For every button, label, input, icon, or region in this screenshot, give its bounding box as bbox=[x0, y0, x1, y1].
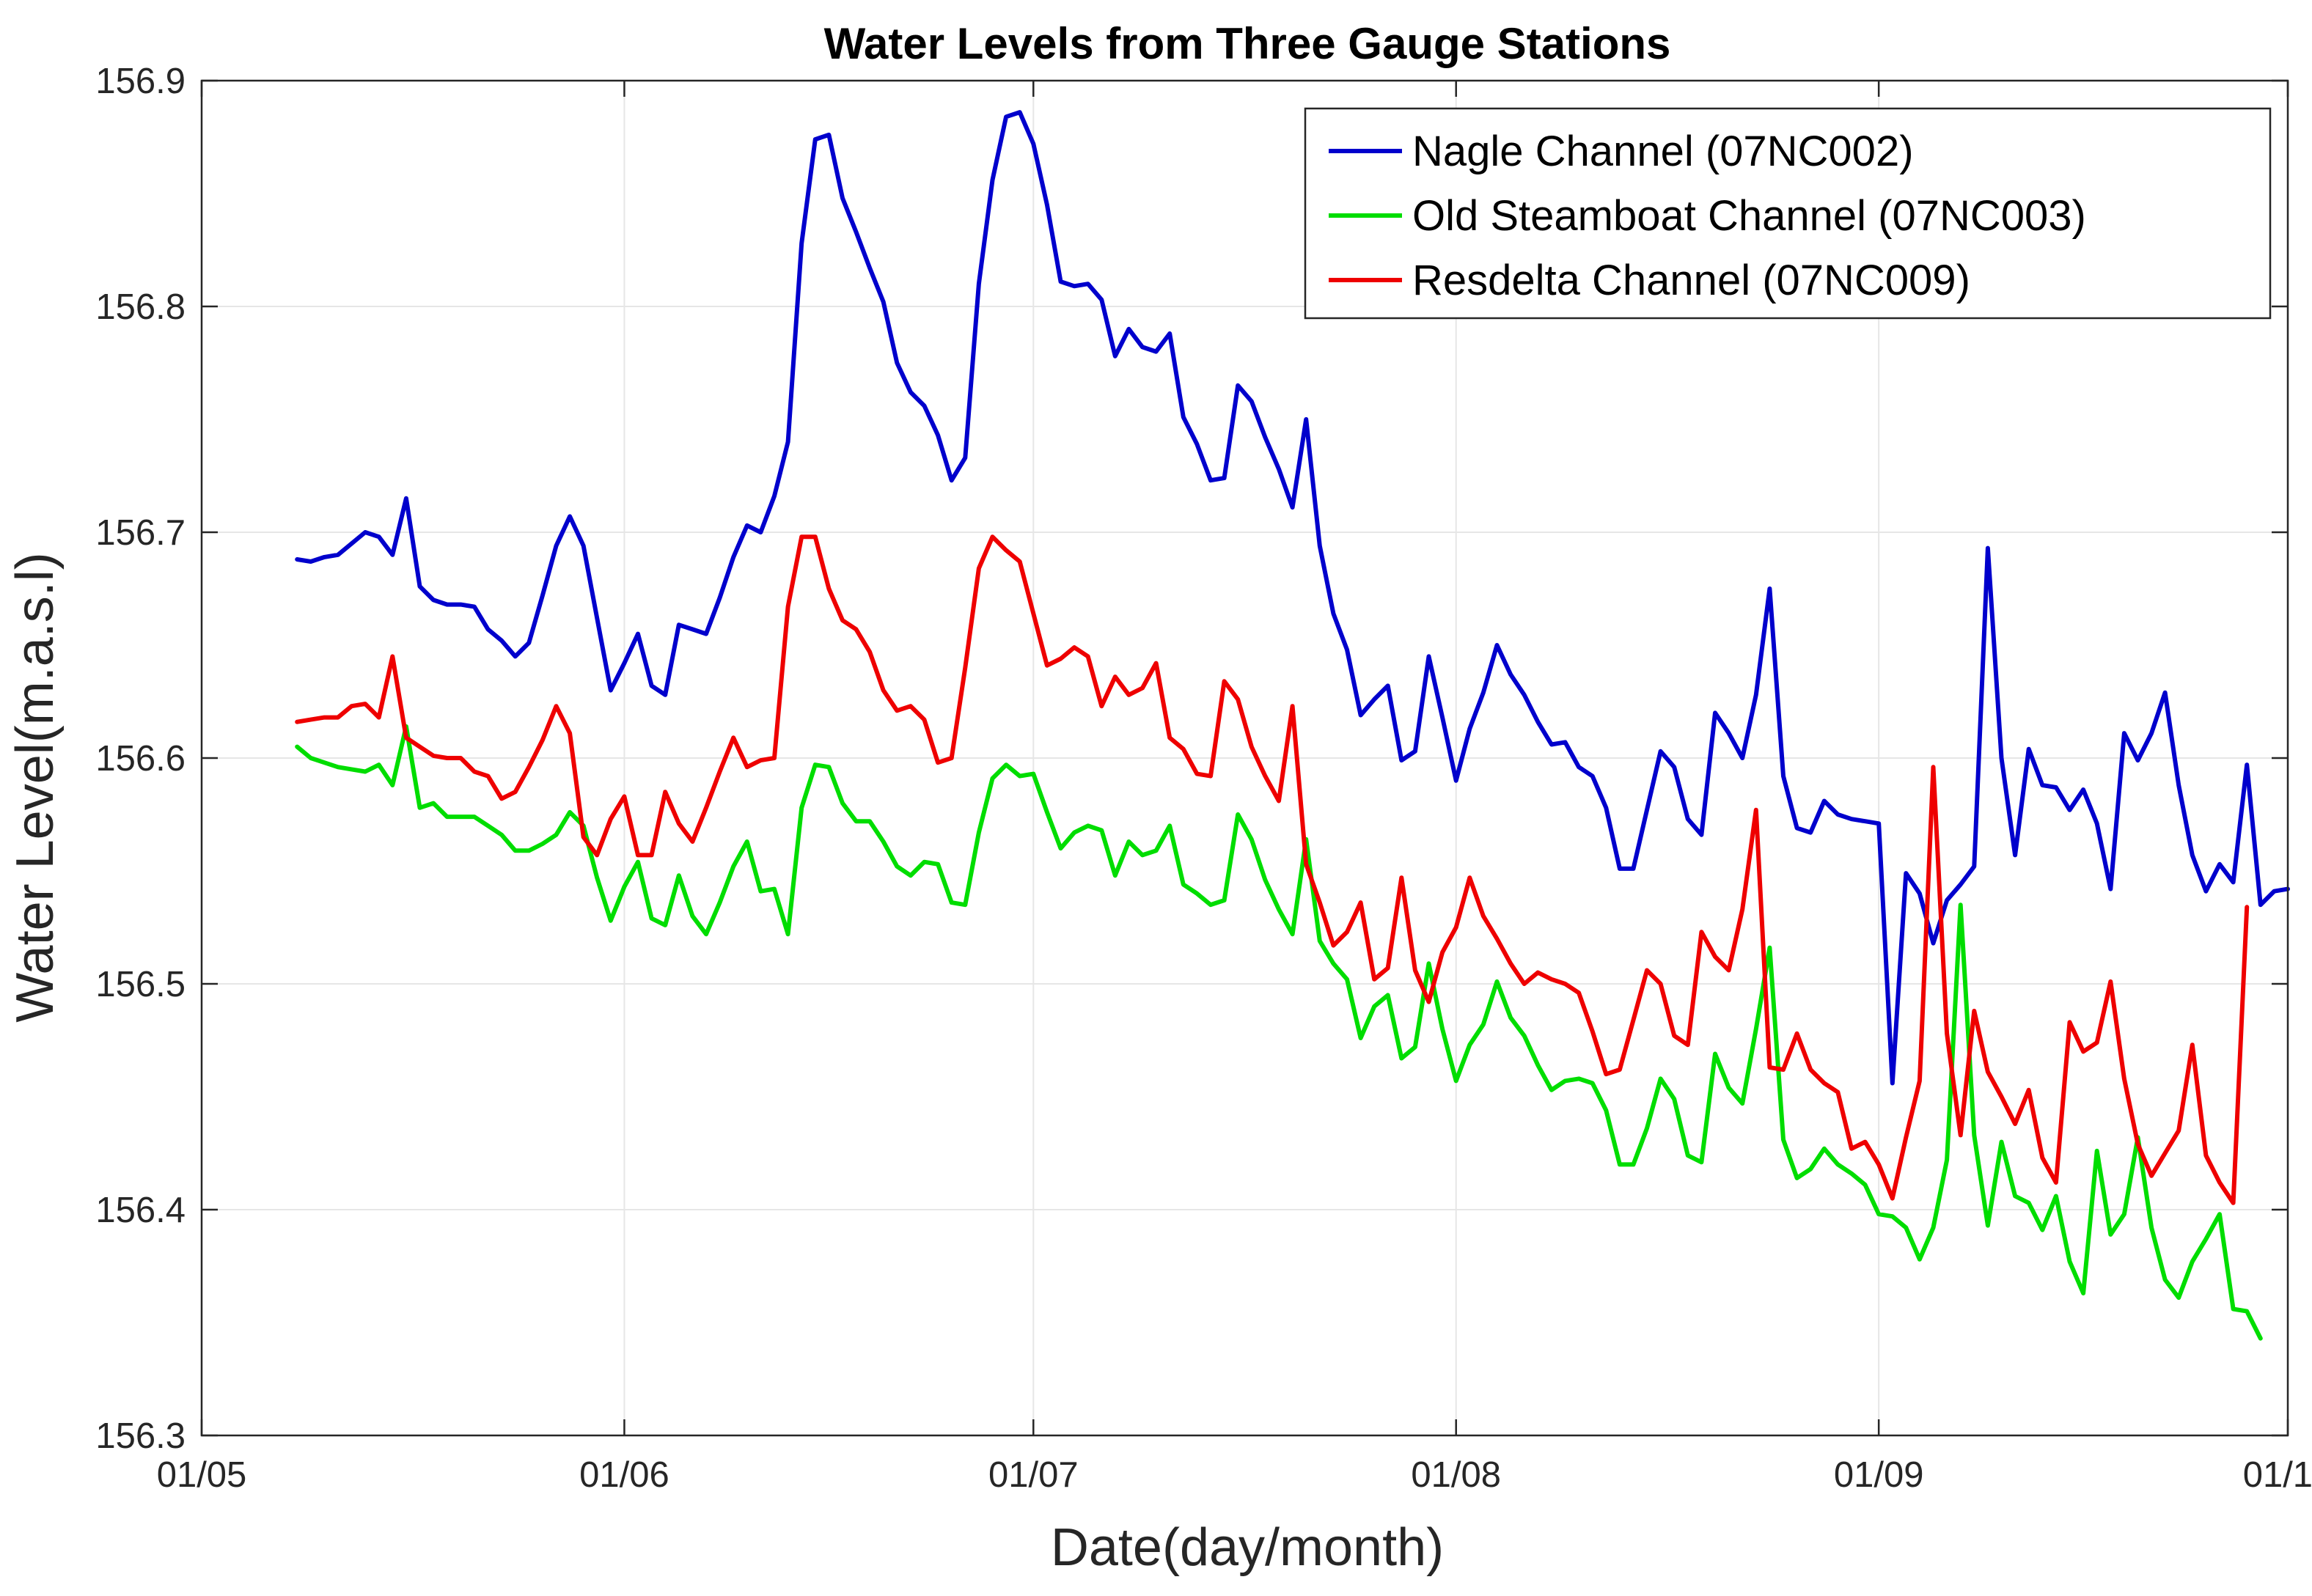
y-tick-label: 156.5 bbox=[95, 965, 186, 1004]
chart-title: Water Levels from Three Gauge Stations bbox=[824, 19, 1671, 68]
legend-label-nagle: Nagle Channel (07NC002) bbox=[1412, 128, 1914, 175]
x-axis-label: Date(day/month) bbox=[1051, 1518, 1444, 1577]
x-tick-label: 01/08 bbox=[1411, 1455, 1501, 1495]
series-line-resdelta bbox=[295, 534, 2250, 1205]
y-tick-label: 156.3 bbox=[95, 1416, 186, 1456]
y-tick-label: 156.9 bbox=[95, 62, 186, 101]
y-tick-label: 156.4 bbox=[95, 1191, 186, 1230]
y-tick-label: 156.8 bbox=[95, 287, 186, 327]
series-lines bbox=[295, 110, 2290, 1341]
x-tick-label: 01/06 bbox=[579, 1455, 669, 1495]
x-tick-label: 01/09 bbox=[1834, 1455, 1924, 1495]
y-tick-label: 156.7 bbox=[95, 513, 186, 553]
y-tick-label: 156.6 bbox=[95, 739, 186, 779]
x-tick-label: 01/10 bbox=[2243, 1455, 2312, 1495]
legend-label-resdelta: Resdelta Channel (07NC009) bbox=[1412, 257, 1970, 304]
y-axis-label: Water Level(m.a.s.l) bbox=[6, 552, 65, 1022]
axis-ticks bbox=[200, 79, 2289, 1437]
legend-label-old-steamboat: Old Steamboat Channel (07NC003) bbox=[1412, 192, 2086, 240]
series-line-nagle bbox=[295, 110, 2290, 1086]
legend-box bbox=[1304, 107, 2272, 320]
legend: Nagle Channel (07NC002) Old Steamboat Ch… bbox=[1304, 107, 2272, 320]
tick-labels: 01/05 01/06 01/07 01/08 01/09 01/10 156.3 156.4… bbox=[95, 62, 2312, 1495]
x-tick-label: 01/07 bbox=[988, 1455, 1079, 1495]
grid-lines bbox=[201, 80, 2289, 1436]
series-line-old-steamboat bbox=[295, 724, 2263, 1341]
x-tick-label: 01/05 bbox=[157, 1455, 247, 1495]
